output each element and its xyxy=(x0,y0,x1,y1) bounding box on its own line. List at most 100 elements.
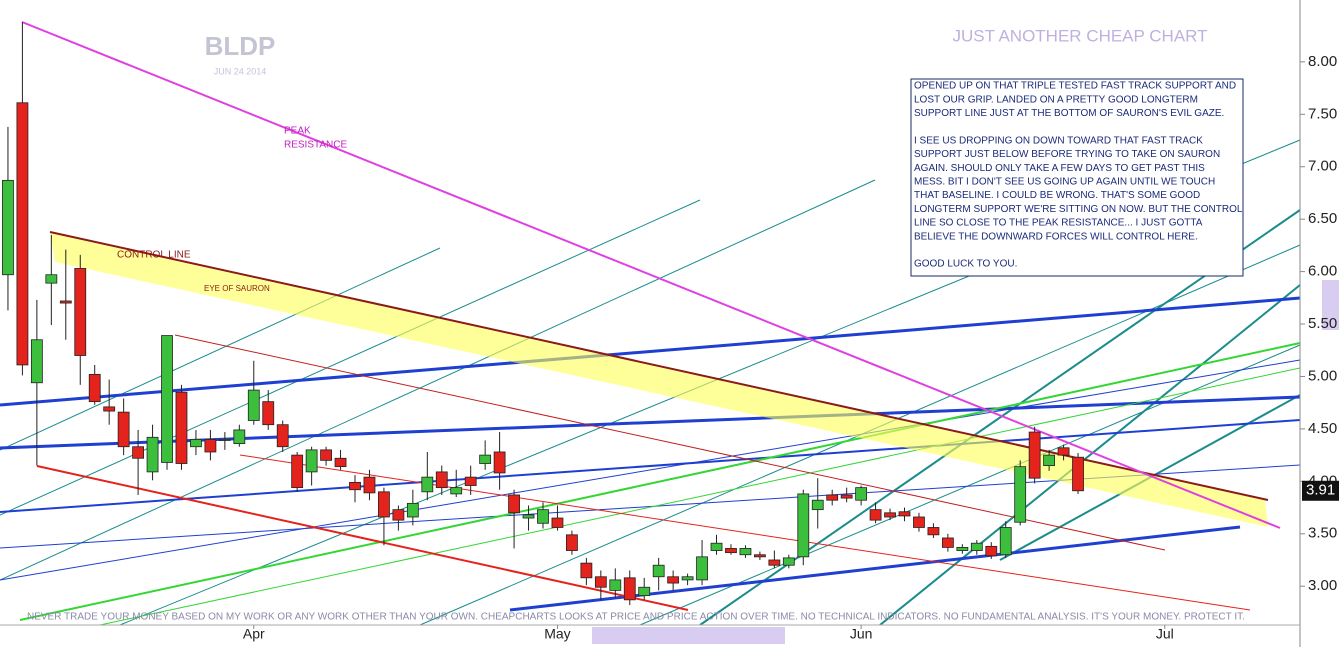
candle-body xyxy=(218,438,231,441)
candle-body xyxy=(739,548,752,556)
note-line: SUPPORT LINE JUST AT THE BOTTOM OF SAURO… xyxy=(914,108,1224,119)
candle-body xyxy=(161,335,173,463)
x-tick-label: Apr xyxy=(243,626,265,642)
x-tick-label: May xyxy=(544,626,570,642)
candle-body xyxy=(537,509,549,524)
candle-body xyxy=(913,516,925,528)
candle-body xyxy=(334,457,347,468)
candle-body xyxy=(190,438,202,448)
note-line: I SEE US DROPPING ON DOWN TOWARD THAT FA… xyxy=(914,135,1203,146)
candle-body xyxy=(103,406,116,412)
candle-body xyxy=(493,451,506,474)
annotation: PEAK xyxy=(284,126,311,137)
candle-body xyxy=(320,449,332,461)
y-scrollbar[interactable] xyxy=(1322,280,1339,330)
y-tick-label: 7.00 xyxy=(1308,158,1337,175)
candle-body xyxy=(652,564,665,578)
candle-body xyxy=(985,545,998,557)
candle-body xyxy=(753,554,766,558)
chart-subtitle: JUN 24 2014 xyxy=(214,66,267,76)
annotation: EYE OF SAURON xyxy=(204,284,270,293)
candle-body xyxy=(378,491,390,518)
candle-body xyxy=(609,579,622,591)
candle-body xyxy=(291,454,304,489)
candle-body xyxy=(247,389,260,421)
candle-body xyxy=(392,509,405,521)
candle-body xyxy=(710,542,723,551)
y-tick-label: 5.00 xyxy=(1308,367,1337,384)
candle-body xyxy=(59,300,72,304)
x-tick-label: Jul xyxy=(1156,626,1174,642)
candle-body xyxy=(1043,454,1056,467)
y-tick-label: 4.50 xyxy=(1308,420,1337,437)
disclaimer: NEVER TRADE YOUR MONEY BASED ON MY WORK … xyxy=(27,612,1245,623)
candle-body xyxy=(363,476,376,494)
candle-body xyxy=(927,527,940,536)
note-line: SUPPORT JUST BELOW BEFORE TRYING TO TAKE… xyxy=(914,149,1220,160)
last-price-label: 3.91 xyxy=(1306,482,1335,499)
candle-body xyxy=(349,481,361,491)
note-line: AGAIN. SHOULD ONLY TAKE A FEW DAYS TO GE… xyxy=(914,163,1205,174)
candle-body xyxy=(826,494,839,501)
note-line: LOST OUR GRIP. LANDED ON A PRETTY GOOD L… xyxy=(914,94,1198,105)
y-tick-label: 6.00 xyxy=(1308,263,1337,280)
y-tick-label: 3.50 xyxy=(1308,525,1337,542)
candle-body xyxy=(667,576,680,584)
candle-body xyxy=(2,179,14,276)
candle-body xyxy=(941,537,954,548)
y-tick-label: 3.00 xyxy=(1308,577,1337,594)
y-tick-label: 6.50 xyxy=(1308,210,1337,227)
chart-title: BLDP xyxy=(205,31,276,61)
y-tick-label: 5.50 xyxy=(1308,315,1337,332)
candle-body xyxy=(869,509,882,521)
note-line: LONGTERM SUPPORT WE'RE SITTING ON NOW. B… xyxy=(914,204,1243,215)
note-line: OPENED UP ON THAT TRIPLE TESTED FAST TRA… xyxy=(914,81,1236,92)
note-line: BELIEVE THE DOWNWARD FORCES WILL CONTROL… xyxy=(914,231,1198,242)
candle-body xyxy=(522,514,535,519)
candle-body xyxy=(884,512,896,518)
last-price-box xyxy=(1302,480,1339,501)
candle-body xyxy=(406,502,419,518)
candle-body xyxy=(16,102,29,366)
candle-body xyxy=(840,494,853,499)
header: JUST ANOTHER CHEAP CHART xyxy=(952,26,1207,45)
candle-body xyxy=(811,499,824,511)
note: OPENED UP ON THAT TRIPLE TESTED FAST TRA… xyxy=(914,81,1243,270)
candle-body xyxy=(797,493,810,558)
candle-body xyxy=(782,557,795,566)
note-line: LINE SO CLOSE TO THE PEAK RESISTANCE... … xyxy=(914,218,1203,229)
candle-body xyxy=(45,274,58,284)
note-line: GOOD LUCK TO YOU. xyxy=(914,259,1017,270)
scrollbar[interactable] xyxy=(592,627,785,644)
candle-body xyxy=(580,562,593,579)
candle-body xyxy=(999,527,1012,556)
candle-body xyxy=(435,471,448,489)
candle-body xyxy=(30,339,43,384)
candle-body xyxy=(623,577,636,601)
candle-body xyxy=(479,454,492,464)
candle-body xyxy=(1057,447,1070,456)
candle-body xyxy=(305,449,318,473)
note-box xyxy=(910,78,1244,277)
y-tick-label: 8.00 xyxy=(1308,53,1337,70)
candle-body xyxy=(262,401,275,426)
candle-body xyxy=(566,534,578,551)
candle-body xyxy=(855,487,868,501)
x-tick-label: Jun xyxy=(850,626,873,642)
axes: 3.003.504.004.505.005.506.006.507.007.50… xyxy=(243,53,1339,642)
candle-body xyxy=(768,559,781,566)
candle-body xyxy=(1014,466,1027,523)
candle-body xyxy=(421,476,434,493)
candle-body xyxy=(1028,431,1041,479)
candle-body xyxy=(233,429,246,444)
candle-body xyxy=(508,494,520,514)
candle-body xyxy=(898,511,911,517)
candle-body xyxy=(464,476,477,486)
candle-body xyxy=(204,438,217,453)
candles xyxy=(2,22,1084,606)
candle-body xyxy=(638,586,651,597)
trend-lines xyxy=(0,21,1301,626)
candle-body xyxy=(725,548,737,554)
candle-body xyxy=(551,517,564,528)
